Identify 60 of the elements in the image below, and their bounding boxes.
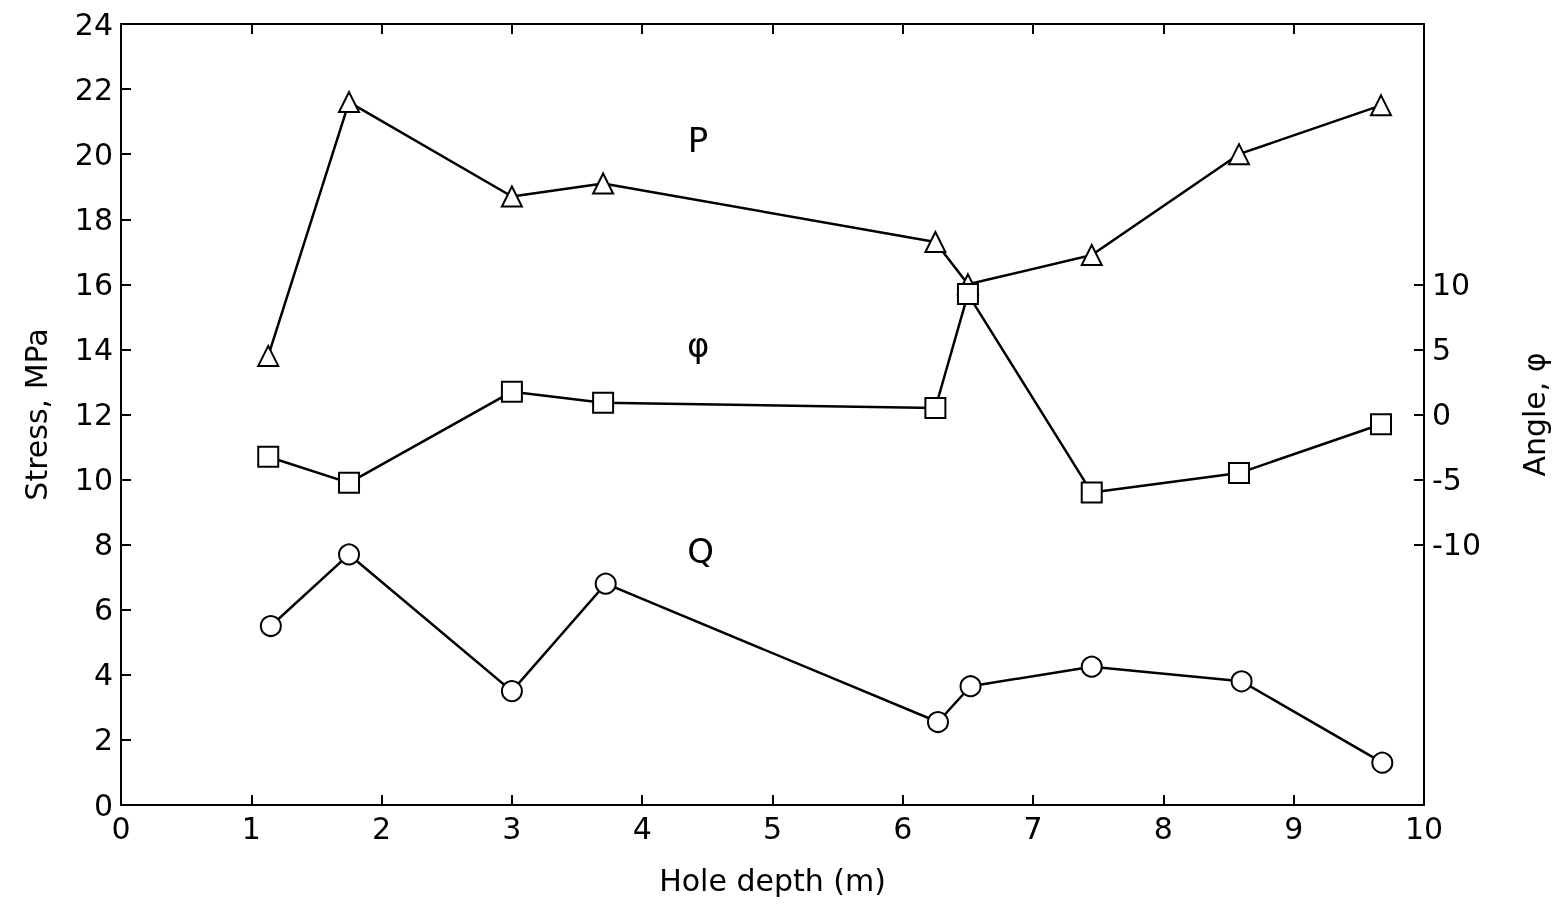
point — [927, 711, 949, 734]
point — [1371, 751, 1394, 774]
y-tick-label: 18 — [74, 201, 113, 237]
point — [594, 572, 617, 595]
point — [956, 283, 979, 306]
point — [592, 172, 615, 195]
x-tick-label: 5 — [762, 810, 783, 846]
y-tick-label: 0 — [93, 787, 113, 823]
point — [338, 543, 361, 566]
y-tick-label: 24 — [74, 6, 113, 42]
y-tick-label: 6 — [93, 592, 113, 628]
point — [1080, 244, 1103, 267]
y-tick-label: 16 — [74, 266, 113, 302]
point — [500, 380, 523, 403]
y-tick-label: 2 — [93, 722, 113, 758]
x-tick-label: 2 — [372, 810, 392, 846]
x-tick-label: 9 — [1284, 810, 1304, 846]
point — [259, 615, 282, 638]
point — [1230, 670, 1253, 693]
point — [924, 231, 947, 254]
point — [1370, 413, 1392, 436]
point — [1080, 655, 1103, 678]
point — [338, 471, 361, 494]
point — [1227, 143, 1250, 166]
x-tick-label: 6 — [893, 810, 913, 846]
point — [338, 91, 361, 114]
point — [924, 396, 947, 419]
point — [500, 185, 523, 208]
x-tick-label: 7 — [1023, 810, 1043, 846]
point — [1080, 481, 1103, 504]
y2-tick-label: -10 — [1432, 527, 1481, 563]
y2-tick-label: 10 — [1432, 266, 1471, 302]
series-label: Q — [687, 530, 715, 571]
point — [1227, 462, 1250, 485]
series-label: P — [687, 120, 709, 161]
x-tick-label: 3 — [502, 810, 522, 846]
y2-tick-label: 0 — [1432, 397, 1452, 432]
x-tick-label: 4 — [632, 810, 652, 846]
x-axis-title: Hole depth (m) — [659, 862, 886, 898]
series-label: φ — [686, 324, 710, 365]
x-tick-label: 1 — [241, 810, 261, 846]
point — [592, 391, 615, 414]
y-tick-label: 8 — [93, 527, 113, 563]
point — [500, 680, 523, 703]
y-axis-title: Stress, MPa — [18, 328, 54, 501]
point — [959, 675, 982, 698]
y2-axis-title: Angle, φ — [1516, 352, 1552, 477]
point — [1370, 94, 1392, 117]
y-tick-label: 14 — [74, 331, 113, 367]
y-tick-label: 20 — [74, 136, 113, 172]
y2-tick-label: 5 — [1432, 331, 1452, 367]
x-tick-label: 8 — [1153, 810, 1173, 846]
y-tick-label: 10 — [74, 462, 113, 498]
point — [257, 344, 280, 367]
y2-tick-label: -5 — [1432, 462, 1462, 498]
y-tick-label: 22 — [74, 71, 113, 107]
y-tick-label: 12 — [74, 397, 113, 432]
point — [257, 445, 280, 468]
x-tick-label: 10 — [1404, 810, 1444, 846]
y-tick-label: 4 — [93, 657, 113, 693]
